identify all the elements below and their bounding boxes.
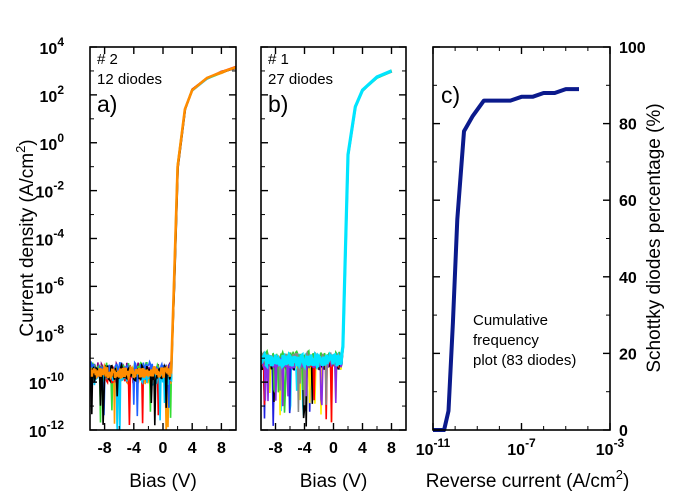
panel-b: -8 -4 0 4 8 Bias (V) # 1 27 diodes b) — [260, 46, 407, 492]
series-curve — [90, 66, 236, 417]
y-tick-label: 10-4 — [36, 227, 65, 250]
x-axis-label: Bias (V) — [300, 471, 368, 492]
x-tick-label: -8 — [268, 440, 282, 457]
cumulative-line — [433, 87, 579, 432]
x-tick-label: 0 — [329, 440, 338, 457]
x-tick-label: 10-3 — [596, 436, 625, 459]
x-tick-label: -4 — [297, 440, 311, 457]
panel-a: -8 -4 0 4 8 10-12 10-10 10-8 10-6 10-4 10-2 100 102 1… — [13, 35, 237, 492]
y-tick-label: 60 — [619, 193, 637, 210]
y-tick-label: 10-8 — [36, 322, 65, 345]
y-tick-label: 20 — [619, 346, 637, 363]
y-tick-label: 10-12 — [29, 418, 64, 441]
panel-label: c) — [441, 82, 460, 108]
y-axis-label: Schottky diodes percentage (%) — [644, 103, 665, 372]
x-tick-label: 8 — [217, 440, 226, 457]
x-axis-label: Reverse current (A/cm2) — [426, 467, 630, 492]
x-tick-label: -4 — [127, 440, 141, 457]
x-tick-label: 10-11 — [416, 436, 451, 459]
x-tick-label: 0 — [159, 440, 168, 457]
y-tick-label: 100 — [619, 40, 646, 57]
x-tick-label: 4 — [358, 440, 367, 457]
y-tick-label: 80 — [619, 117, 637, 134]
annotation-text: plot (83 diodes) — [473, 352, 576, 369]
panel-label: a) — [97, 91, 117, 117]
series-curve-highlight — [261, 69, 393, 371]
y-tick-label: 10-6 — [36, 274, 65, 297]
annotation-text: # 2 — [97, 51, 118, 68]
x-tick-label: -8 — [97, 440, 111, 457]
series-curve-highlight — [90, 66, 236, 382]
y-tick-label: 102 — [40, 83, 65, 106]
plot-area — [261, 69, 393, 427]
y-tick-label: 40 — [619, 270, 637, 287]
x-tick-label: 8 — [387, 440, 396, 457]
annotation-text: frequency — [473, 332, 539, 349]
panel-label: b) — [268, 91, 288, 117]
y-tick-label: 10-2 — [36, 179, 65, 202]
annotation-text: # 1 — [268, 51, 289, 68]
x-axis-label: Bias (V) — [129, 471, 197, 492]
y-tick-label: 0 — [619, 423, 628, 440]
panel-c: 10-11 10-7 10-30 20 40 60 80 100 Reverse current… — [416, 40, 665, 492]
annotation-text: 27 diodes — [268, 71, 333, 88]
y-tick-label: 10-10 — [29, 370, 64, 393]
y-tick-label: 104 — [40, 35, 65, 58]
x-tick-label: 10-7 — [507, 436, 536, 459]
annotation-text: Cumulative — [473, 312, 548, 329]
x-tick-label: 4 — [188, 440, 197, 457]
y-axis-label: Current density (A/cm2) — [13, 139, 38, 336]
plot-area — [90, 65, 236, 430]
y-tick-label: 100 — [40, 131, 65, 154]
annotation-text: 12 diodes — [97, 71, 162, 88]
